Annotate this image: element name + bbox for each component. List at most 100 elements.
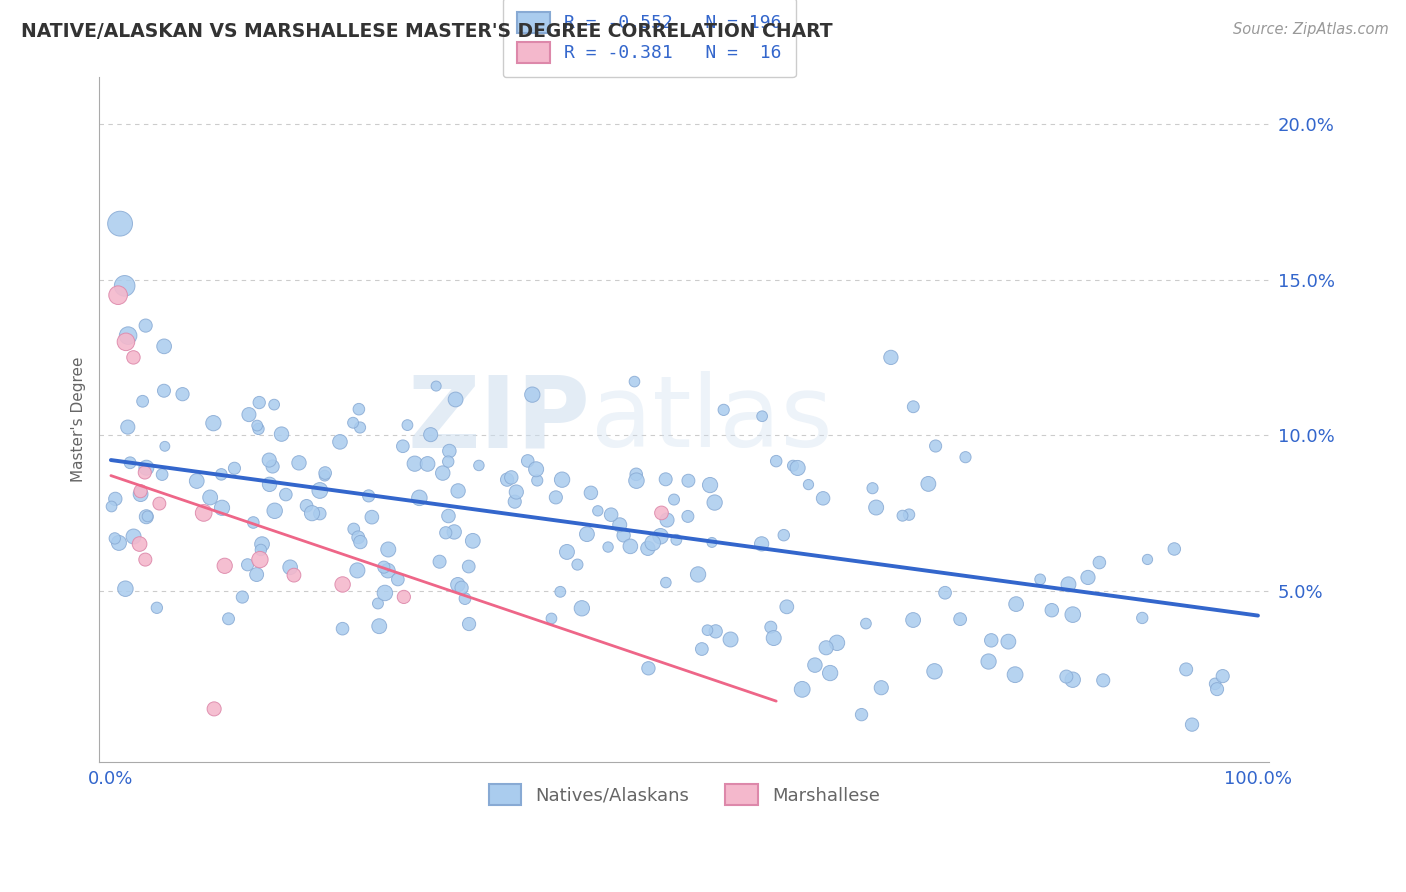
Point — [146, 600, 169, 615]
Point — [703, 495, 725, 509]
Point — [278, 560, 301, 574]
Point — [246, 567, 269, 582]
Point — [117, 328, 139, 343]
Point — [522, 387, 544, 401]
Point — [686, 567, 709, 582]
Point — [815, 640, 838, 655]
Point — [122, 529, 145, 543]
Point — [242, 516, 264, 530]
Point — [396, 418, 419, 433]
Point — [655, 575, 678, 590]
Point — [720, 632, 742, 647]
Point — [347, 530, 370, 544]
Point — [295, 499, 318, 513]
Point — [924, 439, 946, 453]
Point — [792, 682, 814, 697]
Point — [997, 634, 1019, 648]
Point — [980, 633, 1002, 648]
Point — [1088, 556, 1111, 570]
Point — [1212, 669, 1234, 683]
Point — [404, 457, 426, 471]
Point — [257, 453, 280, 467]
Point — [759, 620, 782, 634]
Point — [1163, 541, 1185, 556]
Point — [1204, 677, 1226, 691]
Point — [1040, 603, 1063, 617]
Point — [249, 552, 271, 566]
Point — [346, 563, 368, 577]
Point — [104, 491, 127, 506]
Point — [218, 612, 240, 626]
Point — [1206, 682, 1229, 697]
Point — [624, 467, 647, 482]
Point — [623, 375, 645, 389]
Point — [377, 564, 399, 578]
Point — [575, 527, 598, 541]
Point — [104, 532, 127, 546]
Point — [107, 288, 129, 302]
Point — [408, 491, 430, 505]
Point — [526, 474, 548, 488]
Point — [129, 487, 152, 501]
Point — [224, 461, 246, 475]
Point — [891, 508, 914, 523]
Point — [136, 509, 159, 524]
Point — [1092, 673, 1115, 688]
Point — [704, 624, 727, 639]
Point — [150, 467, 173, 482]
Point — [274, 487, 297, 501]
Point — [579, 486, 602, 500]
Point — [540, 611, 562, 625]
Point — [461, 533, 484, 548]
Point — [360, 510, 382, 524]
Point — [496, 473, 519, 487]
Point — [329, 434, 352, 449]
Point — [865, 500, 887, 515]
Point — [1057, 577, 1080, 591]
Point — [786, 461, 808, 475]
Point — [246, 418, 269, 433]
Point — [700, 535, 723, 549]
Legend: Natives/Alaskans, Marshallese: Natives/Alaskans, Marshallese — [479, 775, 890, 814]
Point — [1005, 597, 1028, 611]
Point — [416, 457, 439, 471]
Point — [571, 601, 593, 615]
Point — [343, 522, 366, 536]
Point — [108, 536, 131, 550]
Point — [349, 535, 371, 549]
Point — [153, 384, 176, 398]
Text: NATIVE/ALASKAN VS MARSHALLESE MASTER'S DEGREE CORRELATION CHART: NATIVE/ALASKAN VS MARSHALLESE MASTER'S D… — [21, 22, 832, 41]
Point — [238, 408, 260, 422]
Point — [503, 494, 526, 508]
Point — [457, 559, 479, 574]
Point — [263, 504, 285, 518]
Point — [1175, 662, 1198, 676]
Point — [202, 702, 225, 716]
Point — [134, 552, 156, 566]
Point — [650, 529, 672, 543]
Point — [153, 339, 176, 353]
Point — [434, 525, 457, 540]
Point — [619, 539, 641, 553]
Point — [115, 334, 138, 349]
Text: ZIP: ZIP — [408, 371, 591, 468]
Point — [193, 506, 215, 520]
Point — [429, 555, 451, 569]
Point — [128, 537, 150, 551]
Point — [454, 591, 477, 606]
Point — [901, 613, 924, 627]
Point — [247, 422, 270, 436]
Point — [247, 395, 270, 409]
Point — [377, 542, 399, 557]
Point — [1077, 570, 1099, 584]
Point — [641, 536, 664, 550]
Point — [501, 470, 523, 484]
Point — [108, 217, 131, 231]
Point — [613, 528, 636, 542]
Point — [662, 492, 685, 507]
Point — [665, 533, 688, 547]
Point — [637, 541, 659, 556]
Point — [1062, 673, 1084, 687]
Point — [690, 642, 713, 657]
Point — [924, 665, 946, 679]
